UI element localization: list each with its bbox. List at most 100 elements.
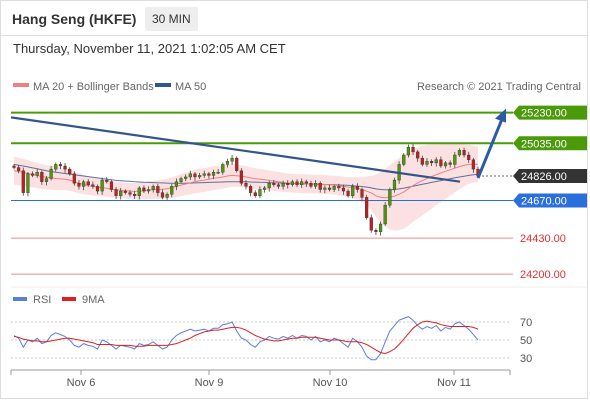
candle-body	[267, 183, 271, 189]
level-label-1: 25035.00	[521, 138, 567, 150]
ma20-legend-label: MA 20 + Bollinger Bands	[33, 81, 154, 93]
candle-body	[58, 164, 62, 167]
rsi-ticks: 70 50 30	[520, 317, 532, 365]
candle-body	[448, 162, 452, 165]
candle-body	[462, 150, 466, 156]
candlesticks	[12, 144, 480, 236]
candle-body	[151, 186, 155, 190]
rsi-legend-swatch	[13, 297, 27, 301]
chart-datetime: Thursday, November 11, 2021 1:02:05 AM C…	[13, 41, 286, 56]
candle-body	[211, 172, 216, 176]
rsi-tick-label: 50	[520, 335, 532, 347]
candle-body	[123, 190, 127, 193]
candle-body	[188, 173, 192, 178]
candle-body	[351, 186, 355, 196]
candle-body	[309, 183, 313, 187]
candle-body	[235, 157, 239, 171]
forecast-arrow-head	[495, 108, 506, 123]
candle-body	[383, 204, 387, 225]
candle-body	[137, 187, 141, 196]
rsi-tick-label: 30	[520, 353, 532, 365]
trendline	[10, 116, 461, 183]
candle-body	[369, 217, 373, 231]
candle-body	[290, 181, 294, 185]
candle-body	[411, 146, 415, 153]
candle-body	[439, 159, 443, 167]
x-tick-label: Nov 11	[437, 377, 471, 389]
candle-body	[341, 187, 346, 192]
candle-body	[253, 192, 257, 196]
candle-body	[378, 223, 383, 233]
level-label-2: 24826.00	[521, 171, 567, 183]
candle-body	[346, 190, 350, 196]
candle-body	[249, 186, 253, 193]
candle-body	[406, 146, 410, 156]
candle-body	[443, 162, 448, 167]
chart-header: Hang Seng (HKFE) 30 MIN	[0, 0, 588, 36]
candle-body	[258, 189, 262, 196]
candle-body	[221, 164, 225, 173]
level-label-3: 24670.00	[521, 195, 567, 207]
candle-body	[30, 173, 35, 176]
candle-body	[360, 189, 364, 198]
candle-body	[91, 184, 95, 187]
candle-body	[156, 186, 160, 193]
level-tag-1	[513, 136, 587, 151]
credit-text: Research © 2021 Trading Central	[417, 81, 581, 93]
candle-body	[453, 154, 457, 165]
candle-body	[35, 172, 39, 176]
candle-body	[193, 173, 197, 178]
level-label-0: 25230.00	[521, 108, 567, 120]
candle-body	[86, 181, 90, 185]
candle-body	[471, 159, 475, 170]
candle-body	[272, 183, 276, 185]
candle-body	[332, 186, 336, 190]
timeframe-badge[interactable]: 30 MIN	[145, 7, 198, 31]
candle-body	[239, 170, 243, 184]
candle-body	[337, 186, 341, 189]
instrument-title: Hang Seng (HKFE)	[12, 11, 137, 27]
level-lines	[11, 111, 513, 275]
candle-body	[119, 190, 123, 196]
candle-body	[49, 168, 53, 179]
candle-body	[207, 173, 211, 176]
candle-body	[82, 181, 86, 187]
candle-body	[63, 165, 67, 170]
candle-body	[179, 178, 183, 182]
candle-body	[202, 173, 206, 176]
level-tag-2	[513, 169, 587, 184]
level-label-4: 24430.00	[520, 233, 566, 245]
ma9-legend-label: 9MA	[82, 294, 105, 306]
candle-body	[365, 197, 369, 218]
candle-body	[244, 183, 248, 187]
candle-body	[54, 164, 58, 170]
candle-body	[216, 172, 220, 174]
candle-body	[26, 173, 30, 193]
candle-body	[146, 189, 151, 192]
candle-body	[40, 172, 44, 182]
candle-body	[416, 151, 420, 159]
candle-body	[262, 187, 267, 190]
level-tag-3	[513, 193, 587, 208]
candle-body	[402, 154, 406, 165]
candle-body	[323, 187, 327, 190]
candle-body	[425, 161, 429, 165]
candle-body	[230, 157, 234, 162]
candle-body	[165, 194, 169, 198]
candle-body	[160, 192, 165, 198]
annotations	[10, 108, 506, 183]
candle-body	[109, 181, 114, 190]
candle-body	[434, 159, 438, 164]
candle-body	[300, 181, 304, 185]
x-axis-ticks: Nov 6 Nov 9 Nov 10 Nov 11	[10, 370, 511, 389]
candle-body	[295, 181, 299, 185]
rsi-grid	[11, 321, 510, 359]
ma50-legend-label: MA 50	[175, 81, 206, 93]
x-tick-label: Nov 6	[67, 377, 96, 389]
candle-body	[72, 173, 76, 184]
level-labels: 25230.00 25035.00 24826.00 24670.00 24430.00…	[513, 105, 587, 281]
candle-body	[318, 183, 322, 190]
candle-body	[95, 186, 100, 192]
candle-body	[198, 175, 202, 178]
